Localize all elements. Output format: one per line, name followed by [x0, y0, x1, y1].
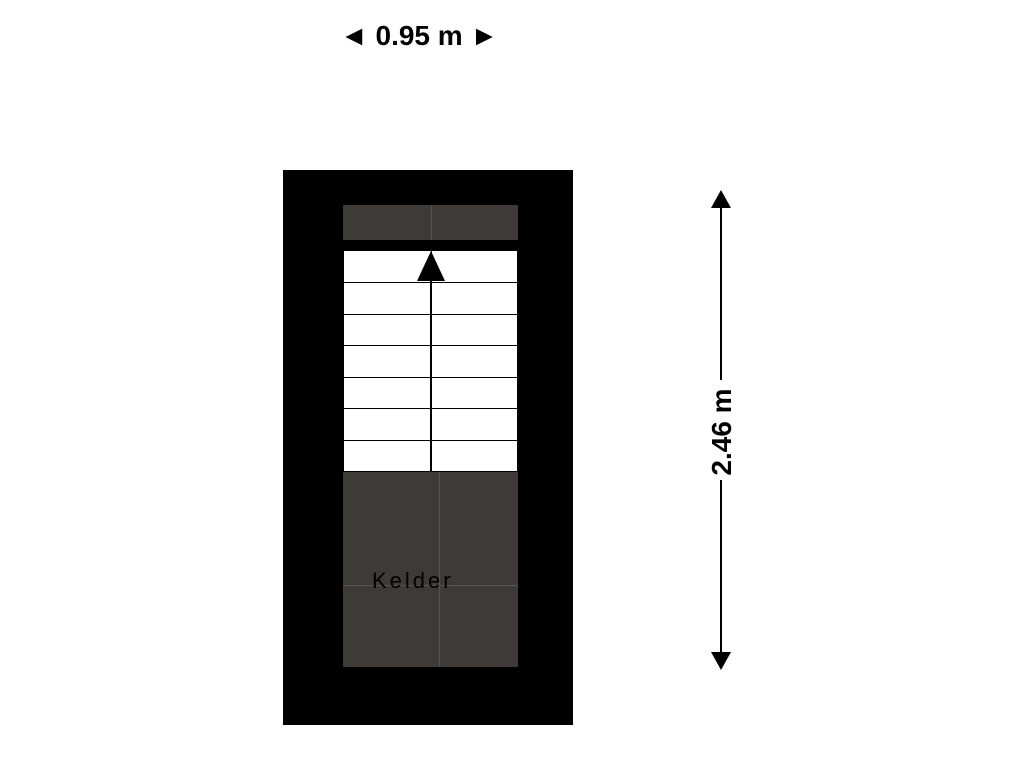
stair-direction-arrow-icon — [417, 251, 445, 281]
floorplan-stage: ◄ 0.95 m ► 2.46 m Kelder — [0, 0, 1024, 768]
dimension-right-label: 2.46 m — [706, 382, 738, 482]
stair-direction-shaft — [430, 263, 432, 471]
dimension-top-label: ◄ 0.95 m ► — [340, 20, 498, 52]
room-label-kelder: Kelder — [372, 568, 454, 594]
arrow-right-icon: ► — [470, 20, 498, 51]
dimension-top-value: 0.95 m — [376, 20, 463, 51]
floor-strip-top — [343, 205, 518, 240]
dimension-right-arrow-bottom-icon — [711, 652, 731, 670]
arrow-left-icon: ◄ — [340, 20, 368, 51]
stairs — [343, 250, 518, 472]
dimension-right-arrow-top-icon — [711, 190, 731, 208]
tile-line — [431, 205, 432, 240]
